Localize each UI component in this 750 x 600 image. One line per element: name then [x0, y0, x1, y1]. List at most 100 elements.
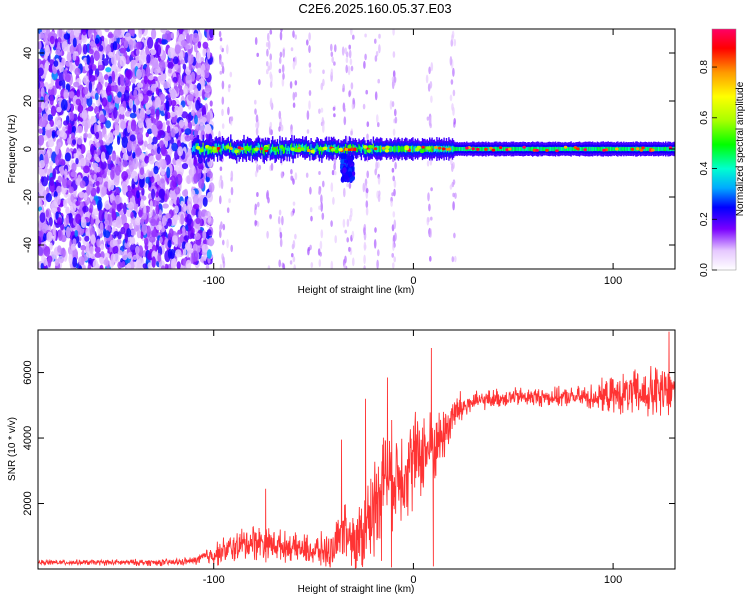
heatmap-cell — [167, 239, 172, 248]
heatmap-cell — [255, 114, 259, 123]
heatmap-cell — [49, 160, 54, 166]
heatmap-cell — [254, 170, 258, 178]
heatmap-cell — [419, 149, 425, 154]
heatmap-cell — [317, 248, 321, 256]
heatmap-cell — [381, 145, 383, 153]
heatmap-cell — [292, 178, 295, 185]
heatmap-cell — [611, 146, 613, 152]
heatmap-cell — [162, 203, 169, 209]
heatmap-cell — [544, 147, 546, 151]
heatmap-cell — [60, 99, 68, 111]
heatmap-cell — [226, 207, 230, 214]
heatmap-cell — [588, 146, 590, 152]
heatmap-cell — [76, 43, 82, 55]
heatmap-cell — [280, 171, 284, 178]
heatmap-cell — [115, 216, 123, 229]
heatmap-cell — [180, 265, 188, 269]
heatmap-cell — [79, 157, 86, 167]
heatmap-cell — [269, 53, 273, 61]
heatmap-cell — [429, 81, 433, 89]
heatmap-cell — [267, 40, 271, 50]
heatmap-cell — [267, 265, 271, 269]
heatmap-cell — [119, 106, 126, 115]
heatmap-cell — [61, 41, 69, 52]
heatmap-cell — [342, 146, 345, 153]
heatmap-cell — [165, 213, 171, 219]
heatmap-cell — [437, 146, 439, 152]
heatmap-cell — [555, 149, 559, 153]
heatmap-cell — [52, 224, 56, 236]
heatmap-cell — [309, 207, 313, 213]
heatmap-cell — [105, 67, 112, 73]
heatmap-cell — [56, 185, 62, 194]
heatmap-cell — [77, 104, 84, 113]
heatmap-cell — [471, 147, 476, 151]
colorbar: 0.0 0.2 0.4 0.6 0.8 Normalized spectral ampl… — [699, 28, 746, 277]
heatmap-cell — [229, 71, 233, 78]
heatmap-cell — [547, 146, 549, 152]
heatmap-cell — [453, 38, 457, 47]
heatmap-cell — [661, 147, 663, 151]
heatmap-cell — [137, 82, 144, 88]
heatmap-cell — [254, 147, 259, 152]
heatmap-cell — [68, 186, 74, 194]
x-tick-label: 0 — [410, 275, 416, 287]
heatmap-cell — [425, 146, 427, 152]
heatmap-cell — [426, 160, 430, 167]
heatmap-cell — [221, 96, 225, 105]
heatmap-cell — [394, 161, 397, 170]
heatmap-cell — [88, 64, 93, 70]
heatmap-cell — [560, 147, 563, 151]
heatmap-cell — [46, 231, 53, 243]
heatmap-cell — [135, 147, 142, 156]
heatmap-cell — [128, 98, 134, 109]
heatmap-cell — [363, 254, 366, 265]
heatmap-cell — [600, 146, 602, 152]
heatmap-cell — [517, 147, 519, 151]
heatmap-cell — [56, 217, 63, 225]
heatmap-cell — [205, 264, 210, 269]
heatmap-cell — [318, 205, 321, 210]
heatmap-cell — [48, 139, 55, 148]
heatmap-cell — [43, 72, 47, 79]
heatmap-cell — [88, 74, 96, 82]
heatmap-cell — [430, 216, 433, 221]
heatmap-cell — [210, 148, 213, 154]
colorbar-tick-label: 0.2 — [699, 212, 710, 226]
heatmap-cell — [155, 224, 162, 231]
colorbar-tick-label: 0.8 — [699, 60, 710, 74]
heatmap-cell — [101, 89, 108, 100]
heatmap-cell — [151, 29, 157, 40]
heatmap-cell — [278, 209, 282, 216]
heatmap-cell — [612, 147, 614, 151]
heatmap-cell — [48, 83, 53, 90]
heatmap-cell — [368, 145, 374, 149]
heatmap-cell — [278, 68, 282, 74]
heatmap-cell — [43, 233, 47, 242]
heatmap-cell — [255, 127, 259, 136]
heatmap-cell — [87, 105, 94, 112]
heatmap-cell — [41, 101, 45, 110]
heatmap-cell — [269, 121, 273, 129]
heatmap-cell — [169, 111, 176, 118]
heatmap-cell — [345, 57, 349, 64]
heatmap-cell — [269, 214, 272, 219]
heatmap-cell — [220, 148, 222, 155]
heatmap-cell — [246, 147, 251, 151]
heatmap-cell — [232, 148, 234, 154]
heatmap-cell — [187, 148, 192, 155]
heatmap-cell — [451, 34, 454, 42]
heatmap-cell — [157, 129, 165, 136]
heatmap-cell — [178, 50, 184, 62]
heatmap-cell — [222, 143, 225, 149]
heatmap-cell — [654, 146, 656, 152]
heatmap-cell — [175, 173, 183, 186]
heatmap-cell — [449, 184, 453, 190]
heatmap-cell — [275, 148, 277, 155]
heatmap-cell — [305, 143, 307, 151]
heatmap-cell — [116, 203, 122, 212]
heatmap-cell — [134, 216, 141, 226]
heatmap-cell — [318, 171, 321, 175]
heatmap-cell — [81, 109, 88, 121]
heatmap-cell — [90, 143, 95, 156]
